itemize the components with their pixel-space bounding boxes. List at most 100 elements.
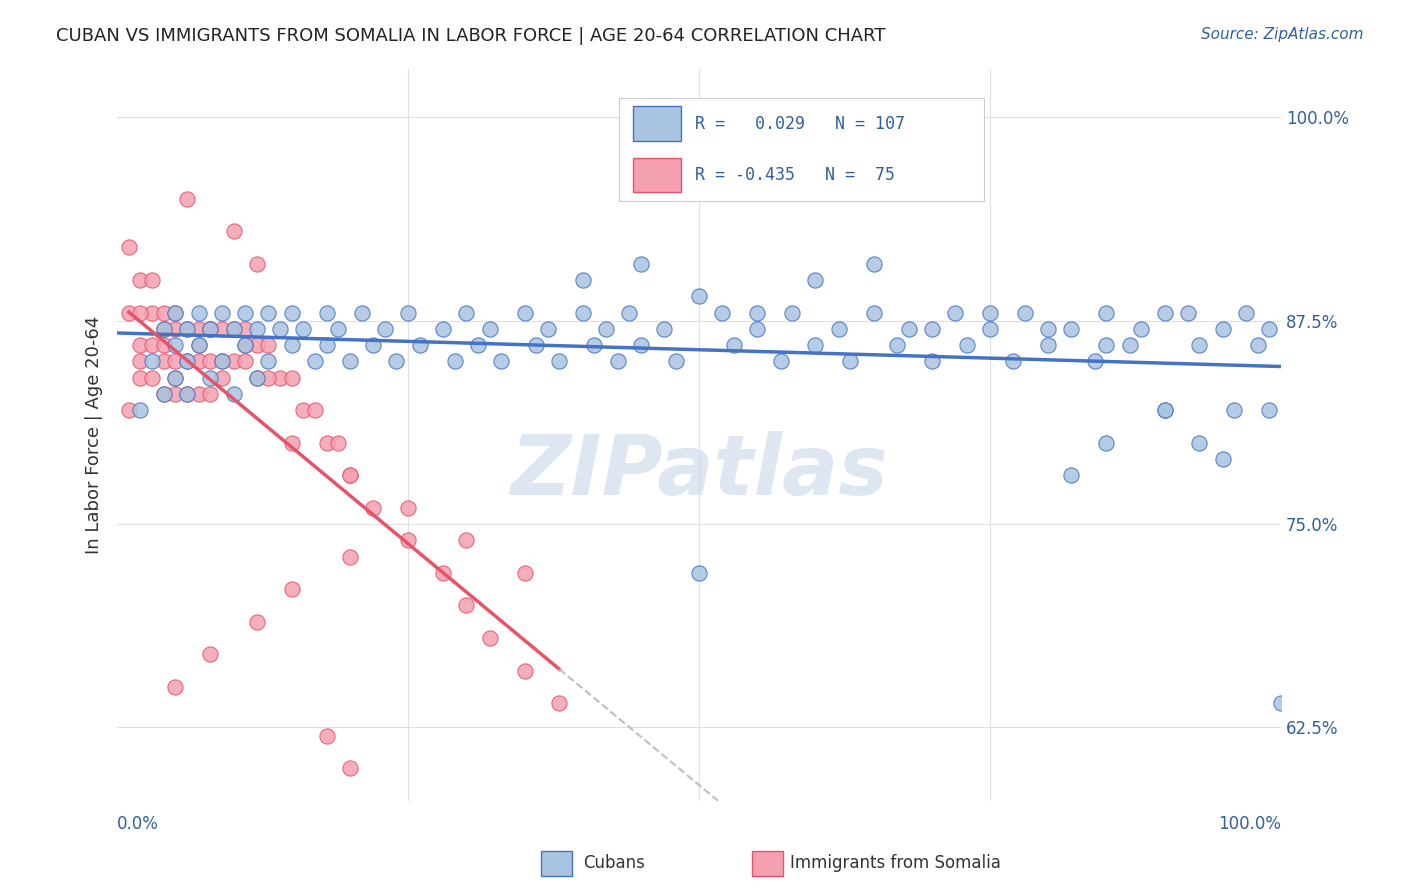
Point (688, 566, 710, 580)
Point (1234, 305, 1257, 319)
Point (152, 387, 174, 401)
Point (246, 615, 269, 629)
Point (200, 647, 222, 661)
Point (478, 322, 501, 336)
Point (118, 305, 141, 319)
Point (269, 322, 291, 336)
Point (396, 305, 419, 319)
Point (315, 435, 337, 450)
Point (548, 696, 571, 710)
Point (396, 500, 419, 515)
Point (979, 322, 1001, 336)
Point (747, 322, 769, 336)
Point (747, 305, 769, 319)
Point (129, 338, 152, 352)
Point (281, 582, 304, 596)
Point (780, 305, 803, 319)
Point (141, 370, 163, 384)
Point (176, 354, 198, 368)
Point (1188, 435, 1211, 450)
Point (595, 322, 617, 336)
Text: Cubans: Cubans (583, 855, 645, 872)
Point (211, 354, 233, 368)
FancyBboxPatch shape (633, 106, 681, 141)
Text: R =   0.029   N = 107: R = 0.029 N = 107 (696, 115, 905, 133)
Point (339, 761, 361, 775)
Point (769, 354, 792, 368)
Text: Immigrants from Somalia: Immigrants from Somalia (790, 855, 1001, 872)
Point (1038, 338, 1060, 352)
Point (187, 305, 209, 319)
Point (165, 354, 187, 368)
Point (129, 273, 152, 287)
Point (443, 354, 465, 368)
Point (839, 354, 862, 368)
Point (862, 257, 884, 271)
Point (328, 322, 350, 336)
Point (1247, 338, 1270, 352)
Point (478, 631, 501, 645)
Point (1002, 354, 1025, 368)
Point (233, 305, 256, 319)
Point (246, 338, 269, 352)
Point (315, 338, 337, 352)
Point (152, 305, 174, 319)
Text: CUBAN VS IMMIGRANTS FROM SOMALIA IN LABOR FORCE | AGE 20-64 CORRELATION CHART: CUBAN VS IMMIGRANTS FROM SOMALIA IN LABO… (56, 27, 886, 45)
Point (246, 257, 269, 271)
Point (292, 322, 315, 336)
Point (304, 354, 326, 368)
Point (222, 387, 245, 401)
Point (118, 403, 141, 417)
Point (456, 599, 478, 613)
Point (361, 500, 384, 515)
Point (176, 322, 198, 336)
Point (489, 354, 512, 368)
Point (187, 338, 209, 352)
Point (187, 354, 209, 368)
Point (361, 338, 384, 352)
Point (1038, 322, 1060, 336)
Point (1095, 338, 1118, 352)
Point (886, 338, 908, 352)
Point (200, 354, 222, 368)
Point (409, 338, 432, 352)
Point (211, 322, 233, 336)
Point (513, 664, 536, 678)
Point (688, 289, 710, 303)
Point (339, 354, 361, 368)
Point (374, 322, 396, 336)
Point (339, 468, 361, 483)
Y-axis label: In Labor Force | Age 20-64: In Labor Force | Age 20-64 (86, 316, 103, 554)
Point (467, 338, 489, 352)
Point (152, 322, 174, 336)
Point (152, 387, 174, 401)
Point (176, 387, 198, 401)
Point (200, 322, 222, 336)
Point (513, 566, 536, 580)
Point (129, 370, 152, 384)
Point (222, 224, 245, 238)
Text: 100.0%: 100.0% (1218, 815, 1281, 833)
Point (269, 370, 291, 384)
Text: Source: ZipAtlas.com: Source: ZipAtlas.com (1201, 27, 1364, 42)
Point (292, 403, 315, 417)
Point (396, 533, 419, 548)
Point (1153, 305, 1175, 319)
Point (956, 338, 979, 352)
Point (129, 305, 152, 319)
Point (1095, 305, 1118, 319)
Point (211, 354, 233, 368)
Point (187, 338, 209, 352)
Point (456, 305, 478, 319)
Point (211, 305, 233, 319)
Point (571, 273, 593, 287)
Point (246, 322, 269, 336)
Point (141, 338, 163, 352)
Point (315, 729, 337, 743)
Point (176, 322, 198, 336)
Point (630, 338, 652, 352)
Point (1258, 322, 1281, 336)
Point (165, 322, 187, 336)
Point (571, 305, 593, 319)
Point (1130, 322, 1153, 336)
